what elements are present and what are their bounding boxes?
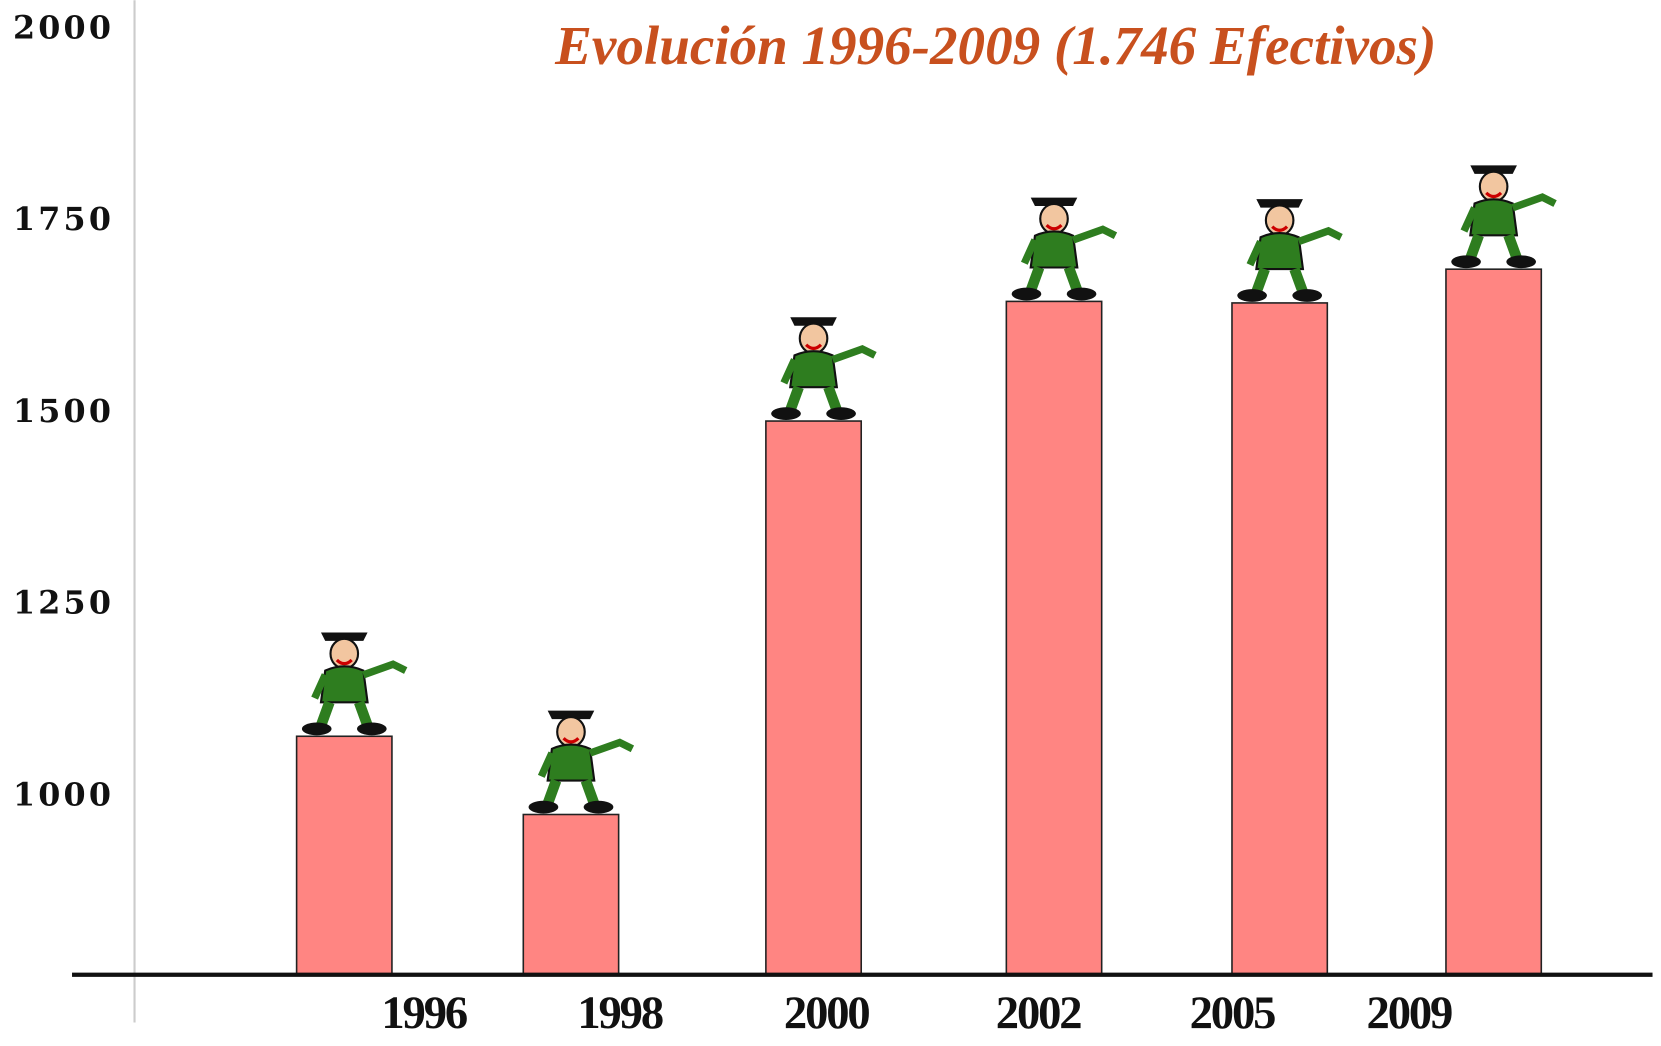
y-tick-label: 2000 [13,9,114,46]
soldier-icon [529,711,633,814]
x-tick-label: 2009 [1367,987,1453,1039]
x-tick-label: 1998 [577,987,663,1039]
x-tick-label: 1996 [381,987,467,1039]
bar [1445,268,1543,976]
y-tick-label: 1750 [13,201,114,238]
bar [522,813,620,976]
bar [1231,302,1329,976]
soldier-icon [771,317,875,420]
x-tick-label: 2002 [996,987,1082,1039]
x-tick-label: 2000 [784,987,870,1039]
soldier-icon [302,632,406,735]
bar [295,735,393,976]
y-tick-label: 1500 [13,393,114,430]
y-tick-label: 1000 [13,776,114,813]
soldier-icon [1012,198,1116,301]
x-tick-label: 2005 [1190,987,1276,1039]
chart-title: Evolución 1996-2009 (1.746 Efectivos) [554,15,1436,76]
soldier-icon [1237,199,1341,302]
bar [1005,300,1103,976]
soldier-icon [1451,165,1555,268]
y-tick-label: 1250 [13,585,114,622]
bar [765,420,863,976]
